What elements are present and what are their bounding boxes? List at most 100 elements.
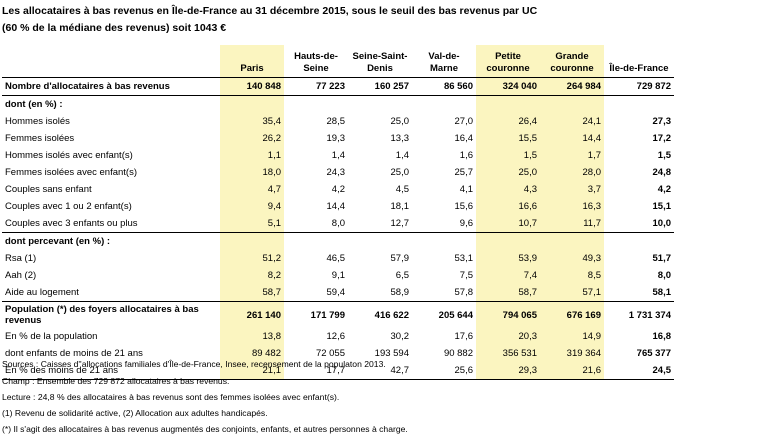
table-cell: 1,5 xyxy=(657,150,671,161)
table-cell: 25,7 xyxy=(454,167,474,178)
table-cell: 765 377 xyxy=(636,348,671,359)
table-cell: 19,3 xyxy=(326,133,346,144)
table-cell: 261 140 xyxy=(220,301,284,328)
table-cell: 356 531 xyxy=(476,345,540,362)
table-cell xyxy=(476,232,540,250)
table-cell: 25,0 xyxy=(390,167,410,178)
table-cell: 676 169 xyxy=(540,301,604,328)
table-cell: 90 882 xyxy=(443,348,473,359)
table-cell: 72 055 xyxy=(315,348,345,359)
table-cell: 26,4 xyxy=(476,113,540,130)
table-cell: 58,1 xyxy=(652,287,672,298)
footnote-champ: Champ : Ensemble des 729 872 allocataire… xyxy=(2,376,230,386)
row-label: dont enfants de moins de 21 ans xyxy=(5,348,143,359)
table-cell: 57,8 xyxy=(454,287,474,298)
table-cell: 6,5 xyxy=(395,270,409,281)
table-cell: 24,1 xyxy=(540,113,604,130)
table-cell: 4,2 xyxy=(331,184,345,195)
table-cell: 3,7 xyxy=(540,181,604,198)
table-cell: 27,0 xyxy=(454,116,474,127)
table-cell: 193 594 xyxy=(374,348,409,359)
table-cell: 17,6 xyxy=(454,331,474,342)
table-cell xyxy=(284,95,348,113)
table-cell: 9,6 xyxy=(459,218,473,229)
table-cell: 58,7 xyxy=(476,284,540,302)
table-cell: 264 984 xyxy=(540,77,604,96)
table-cell xyxy=(412,232,476,250)
table-cell: 21,1 xyxy=(220,362,284,380)
table-cell: 18,1 xyxy=(390,201,410,212)
table-row: dont percevant (en %) : xyxy=(2,232,674,250)
table-cell: 1,6 xyxy=(459,150,473,161)
table-cell: 25,0 xyxy=(476,164,540,181)
row-label: Aah (2) xyxy=(5,270,37,281)
table-cell: 27,3 xyxy=(652,116,672,127)
table-cell: 14,4 xyxy=(540,130,604,147)
table-cell xyxy=(220,232,284,250)
table-cell: 46,5 xyxy=(326,253,346,264)
row-label: dont (en %) : xyxy=(2,95,220,113)
table-cell: 15,6 xyxy=(454,201,474,212)
table-cell: 14,9 xyxy=(540,328,604,345)
table-cell: 9,4 xyxy=(220,198,284,215)
table-row: dont (en %) : xyxy=(2,95,674,113)
row-label: Couples avec 1 ou 2 enfant(s) xyxy=(5,201,132,212)
table-cell xyxy=(476,95,540,113)
table-row: Hommes isolés 35,4 28,5 25,0 27,0 26,4 24,1 27,… xyxy=(2,113,674,130)
table-cell: 13,8 xyxy=(220,328,284,345)
table-cell: 16,3 xyxy=(540,198,604,215)
table-cell: 794 065 xyxy=(476,301,540,328)
table-cell: 4,7 xyxy=(220,181,284,198)
table-cell: 1,4 xyxy=(395,150,409,161)
row-label: Aide au logement xyxy=(5,287,79,298)
table-cell: 160 257 xyxy=(348,77,412,96)
row-label: En % des moins de 21 ans xyxy=(2,362,220,380)
row-label: Femmes isolées avec enfant(s) xyxy=(5,167,137,178)
table-cell: 24,8 xyxy=(652,167,672,178)
table-cell xyxy=(220,95,284,113)
table-cell: 7,5 xyxy=(459,270,473,281)
table-cell xyxy=(540,232,604,250)
table-cell: 28,5 xyxy=(326,116,346,127)
footnote-star: (*) Il s'agit des allocataires à bas rev… xyxy=(2,424,408,434)
table-cell: 319 364 xyxy=(540,345,604,362)
table-cell: 58,9 xyxy=(390,287,410,298)
table-cell: 58,7 xyxy=(220,284,284,302)
table-cell: 25,6 xyxy=(412,362,476,380)
table-cell: 8,5 xyxy=(540,267,604,284)
row-label: Hommes isolés avec enfant(s) xyxy=(5,150,133,161)
table-cell: 20,3 xyxy=(476,328,540,345)
table-cell: 28,0 xyxy=(540,164,604,181)
table-cell: 16,8 xyxy=(652,331,672,342)
row-label: Femmes isolées xyxy=(5,133,75,144)
table-cell: 24,3 xyxy=(326,167,346,178)
col-header: Seine-Saint-Denis xyxy=(352,51,408,74)
table-row: Nombre d'allocataires à bas revenus 140 8… xyxy=(2,77,674,96)
table-cell: 29,3 xyxy=(476,362,540,380)
table-cell: 14,4 xyxy=(326,201,346,212)
table-cell: 11,7 xyxy=(540,215,604,233)
table-cell: 30,2 xyxy=(390,331,410,342)
table-cell: 59,4 xyxy=(326,287,346,298)
row-label: Couples avec 3 enfants ou plus xyxy=(5,218,138,229)
table-cell: 729 872 xyxy=(604,77,674,96)
col-header: Petite couronne xyxy=(476,45,540,78)
table-cell: 51,7 xyxy=(652,253,672,264)
table-cell: 18,0 xyxy=(220,164,284,181)
col-header: Île-de-France xyxy=(609,63,669,74)
table-cell xyxy=(604,95,674,113)
table-cell: 10,0 xyxy=(652,218,672,229)
table-cell: 51,2 xyxy=(220,250,284,267)
table-cell: 21,6 xyxy=(540,362,604,380)
table-cell: 12,6 xyxy=(326,331,346,342)
row-label: Nombre d'allocataires à bas revenus xyxy=(2,77,220,96)
table-cell: 16,4 xyxy=(454,133,474,144)
row-label: Rsa (1) xyxy=(5,253,37,264)
table-cell xyxy=(412,95,476,113)
table-cell: 15,1 xyxy=(652,201,672,212)
col-header: Val-de-Marne xyxy=(428,51,460,74)
table-cell xyxy=(604,232,674,250)
table-cell: 10,7 xyxy=(476,215,540,233)
col-header: Paris xyxy=(220,45,284,78)
table-row: Aah (2) 8,2 9,1 6,5 7,5 7,4 8,5 8,0 xyxy=(2,267,674,284)
